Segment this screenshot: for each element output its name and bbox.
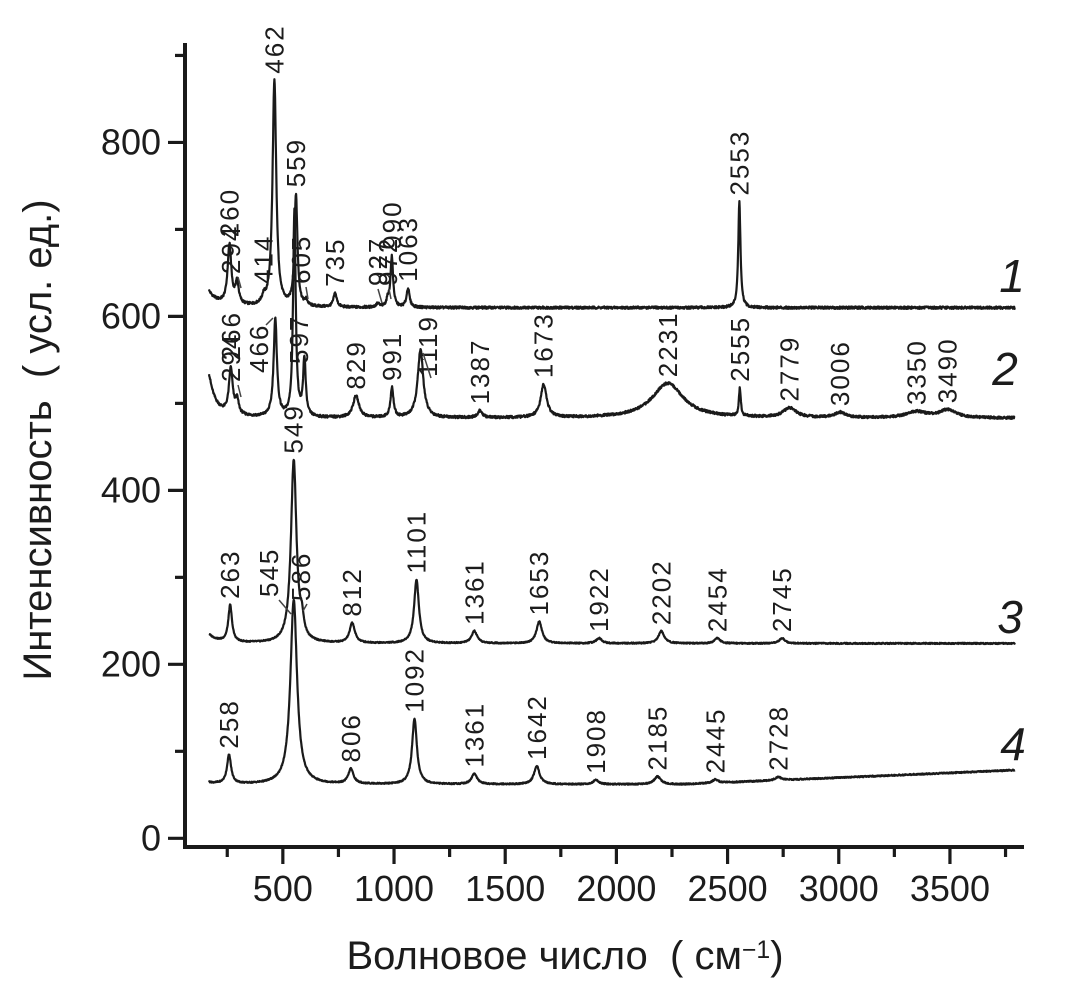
peak-label-2454: 2454 [702,566,732,632]
peak-label-2779: 2779 [775,336,805,402]
x-tick-label: 3000 [799,868,879,909]
leader-line [265,317,274,326]
leader-line [305,286,309,300]
y-axis-title: Интенсивность ( усл. ед.) [14,120,62,760]
peak-label-2745: 2745 [767,566,797,632]
peak-label-1673: 1673 [529,312,559,378]
y-axis-title-text: Интенсивность ( усл. ед.) [16,199,60,681]
peak-label-972: 972 [373,237,403,286]
leader-line [302,603,308,612]
peak-label-1908: 1908 [581,708,611,774]
peak-label-1101: 1101 [401,510,431,574]
leader-line [422,352,432,379]
peak-label-2202: 2202 [646,559,676,625]
peak-label-462: 462 [259,24,289,73]
peak-label-2553: 2553 [724,130,754,196]
x-tick-label: 2500 [688,868,768,909]
x-tick-label: 3500 [910,868,990,909]
x-axis-title-close: ) [770,934,784,979]
peak-label-549: 549 [279,404,309,453]
peak-label-559: 559 [281,138,311,187]
peak-label-1361: 1361 [459,702,489,768]
peak-label-2728: 2728 [763,705,793,771]
peak-label-1361: 1361 [459,559,489,625]
peak-label-1387: 1387 [465,339,495,405]
peak-label-812: 812 [337,567,367,616]
peak-label-735: 735 [320,238,350,287]
peak-label-258: 258 [214,699,244,748]
peak-label-1922: 1922 [584,566,614,632]
spectrum-2-curve [207,207,1016,420]
leader-line [388,288,392,300]
x-axis-title-text: Волновое число ( см [346,934,742,979]
y-tick-label: 200 [101,643,161,684]
y-tick-label: 0 [141,817,161,858]
axes [168,43,1024,864]
leader-line [237,276,242,289]
peak-label-1063: 1063 [393,216,423,282]
tick-labels: 500 1000 1500 2000 2500 3000 3500 0 200 400 600 800 [101,121,990,909]
leader-line [278,599,292,615]
peak-label-2231: 2231 [653,311,683,377]
leader-line [237,384,242,398]
x-tick-label: 500 [253,868,313,909]
y-tick-label: 600 [101,295,161,336]
series-number-label-2: 2 [991,343,1018,395]
peak-label-466: 466 [244,324,274,373]
spectrum-3-curve [208,458,1016,646]
peak-label-3006: 3006 [825,340,855,406]
leader-line [377,288,383,304]
peak-label-545: 545 [254,548,284,597]
x-axis-title: Волновое число ( см−1) [265,925,865,979]
peak-label-3350: 3350 [902,339,932,405]
series-number-label-4: 4 [1000,718,1026,770]
peak-label-1653: 1653 [524,550,554,616]
peak-label-605: 605 [286,235,316,284]
axis-spines [183,43,1024,849]
peak-label-586: 586 [286,552,316,601]
peak-label-2185: 2185 [643,705,673,771]
peak-label-2445: 2445 [700,708,730,774]
x-tick-label: 1500 [465,868,545,909]
peak-label-294: 294 [216,333,246,382]
peak-label-991: 991 [377,332,407,381]
peak-label-263: 263 [215,550,245,599]
peak-label-990: 990 [377,200,407,249]
y-tick-label: 400 [101,469,161,510]
x-tick-label: 1000 [354,868,434,909]
peak-label-3490: 3490 [933,337,963,403]
peak-label-597: 597 [284,315,314,364]
peak-label-1642: 1642 [522,694,552,760]
peak-label-294: 294 [216,225,246,274]
x-tick-label: 2000 [576,868,656,909]
peak-label-1092: 1092 [399,647,429,713]
peak-label-2555: 2555 [725,316,755,382]
series-number-label-1: 1 [999,250,1025,302]
x-axis-title-sup: −1 [741,937,771,964]
spectrum-1-curve [207,78,1016,310]
peak-label-266: 266 [216,311,246,360]
y-tick-label: 800 [101,121,161,162]
peak-label-260: 260 [214,188,244,237]
peak-label-927: 927 [363,237,393,286]
peak-label-414: 414 [249,235,279,284]
tick-marks [168,53,1008,864]
peak-label-829: 829 [341,340,371,389]
peak-label-806: 806 [336,713,366,762]
spectrum-4-curve [207,598,1016,786]
series-number-label-3: 3 [997,591,1023,643]
